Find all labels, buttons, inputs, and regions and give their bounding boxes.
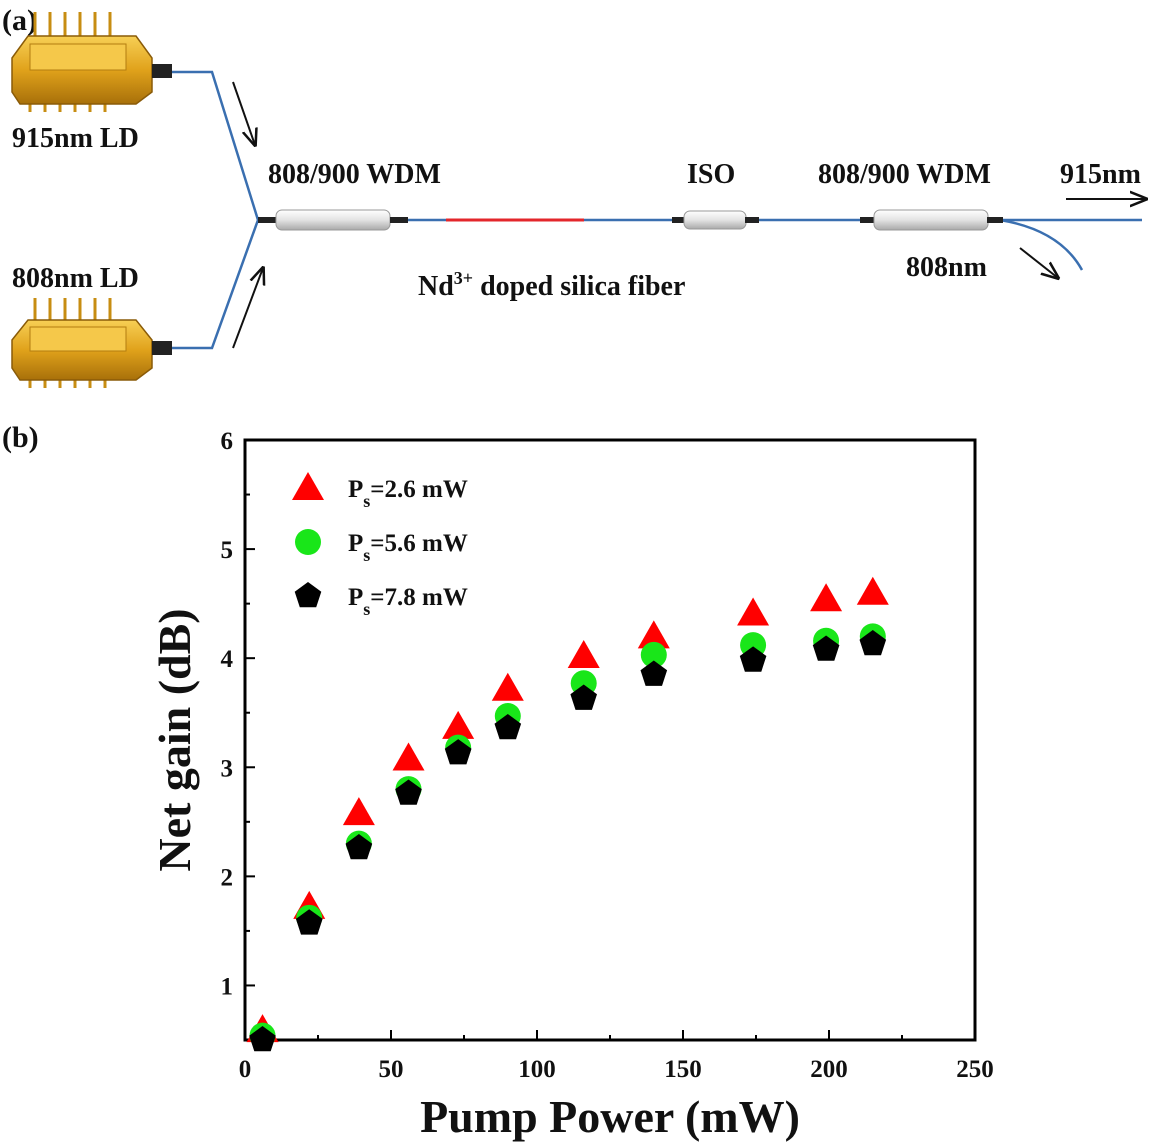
x-tick-label: 100	[518, 1056, 556, 1083]
wdm-coupler-1	[258, 209, 408, 231]
series-2	[249, 623, 886, 1049]
doped-fiber-label: Nd3+ doped silica fiber	[418, 268, 685, 302]
data-point	[494, 714, 522, 740]
data-marks	[246, 576, 889, 1052]
data-point	[249, 1026, 276, 1052]
wdm-coupler-2	[860, 209, 1003, 231]
data-point	[640, 660, 668, 686]
fiber-808-lead	[170, 219, 260, 350]
data-point	[442, 710, 475, 739]
legend-label: Ps=7.8 mW	[348, 584, 468, 619]
x-tick-label: 50	[379, 1056, 404, 1083]
data-point	[859, 630, 887, 656]
y-tick-label: 3	[221, 755, 234, 782]
x-axis-label: Pump Power (mW)	[420, 1091, 800, 1142]
legend-marker	[295, 529, 321, 555]
y-tick-label: 6	[221, 428, 234, 455]
legend-marker	[294, 582, 322, 608]
fiber-network	[170, 70, 1142, 350]
data-point	[567, 640, 600, 668]
legend-label: Ps=2.6 mW	[348, 476, 468, 511]
arrow-pump-915	[232, 81, 255, 145]
series-3	[249, 630, 887, 1052]
laser-diode-808	[11, 298, 172, 388]
data-point	[570, 684, 597, 710]
arrow-output-808	[1019, 247, 1058, 278]
data-point	[345, 834, 373, 860]
data-point	[810, 583, 843, 612]
y-tick-label: 5	[221, 537, 234, 564]
data-point	[640, 641, 667, 668]
output-915-label: 915nm	[1060, 159, 1141, 190]
data-point	[295, 909, 323, 935]
data-point	[739, 646, 767, 672]
data-point	[637, 620, 670, 649]
data-point	[444, 739, 472, 765]
x-tick-label: 250	[956, 1056, 994, 1083]
laser-808-label: 808nm LD	[12, 263, 139, 294]
axis-ticks: 0 50 100 150 200 250 1 2 3 4 5 6	[221, 428, 994, 1083]
y-tick-label: 2	[221, 864, 234, 891]
x-tick-label: 150	[664, 1056, 702, 1083]
panel-a: (a) 915nm LD	[2, 4, 1146, 388]
panel-b-label: (b)	[2, 421, 39, 454]
wdm1-label: 808/900 WDM	[268, 159, 441, 190]
x-tick-label: 200	[810, 1056, 848, 1083]
legend-item: Ps=7.8 mW	[294, 582, 468, 619]
output-808-label: 808nm	[906, 252, 987, 283]
panel-a-label: (a)	[2, 4, 37, 37]
y-tick-label: 4	[221, 646, 234, 673]
data-point	[392, 742, 425, 771]
y-axis-label: Net gain (dB)	[149, 608, 200, 871]
y-tick-label: 1	[221, 973, 234, 1000]
legend-label: Ps=5.6 mW	[348, 530, 468, 565]
data-point	[812, 635, 840, 661]
legend: Ps=2.6 mW Ps=5.6 mW Ps=7.8 mW	[292, 472, 468, 619]
laser-915-label: 915nm LD	[12, 123, 139, 154]
fiber-output-808	[999, 218, 1084, 271]
wdm2-label: 808/900 WDM	[818, 159, 991, 190]
legend-marker	[292, 472, 324, 500]
laser-diode-915	[11, 12, 172, 112]
isolator	[672, 210, 759, 230]
legend-item: Ps=2.6 mW	[292, 472, 468, 511]
fiber-915-lead	[170, 70, 260, 221]
gain-chart: 0 50 100 150 200 250 1 2 3 4 5 6 Ps=2.6 mW Ps=5.6 mW…	[149, 428, 994, 1142]
data-point	[856, 576, 889, 605]
arrow-pump-808	[232, 268, 263, 349]
data-point	[395, 779, 422, 805]
iso-label: ISO	[687, 159, 735, 190]
panel-b: (b) 0 50 100 150 200 250 1 2 3 4 5 6 Ps=2.6 mW Ps=5.…	[2, 421, 994, 1142]
data-point	[491, 672, 524, 701]
data-point	[737, 597, 770, 626]
x-tick-label: 0	[239, 1056, 252, 1083]
data-point	[342, 797, 375, 826]
series-1	[246, 576, 889, 1043]
legend-item: Ps=5.6 mW	[295, 529, 468, 565]
